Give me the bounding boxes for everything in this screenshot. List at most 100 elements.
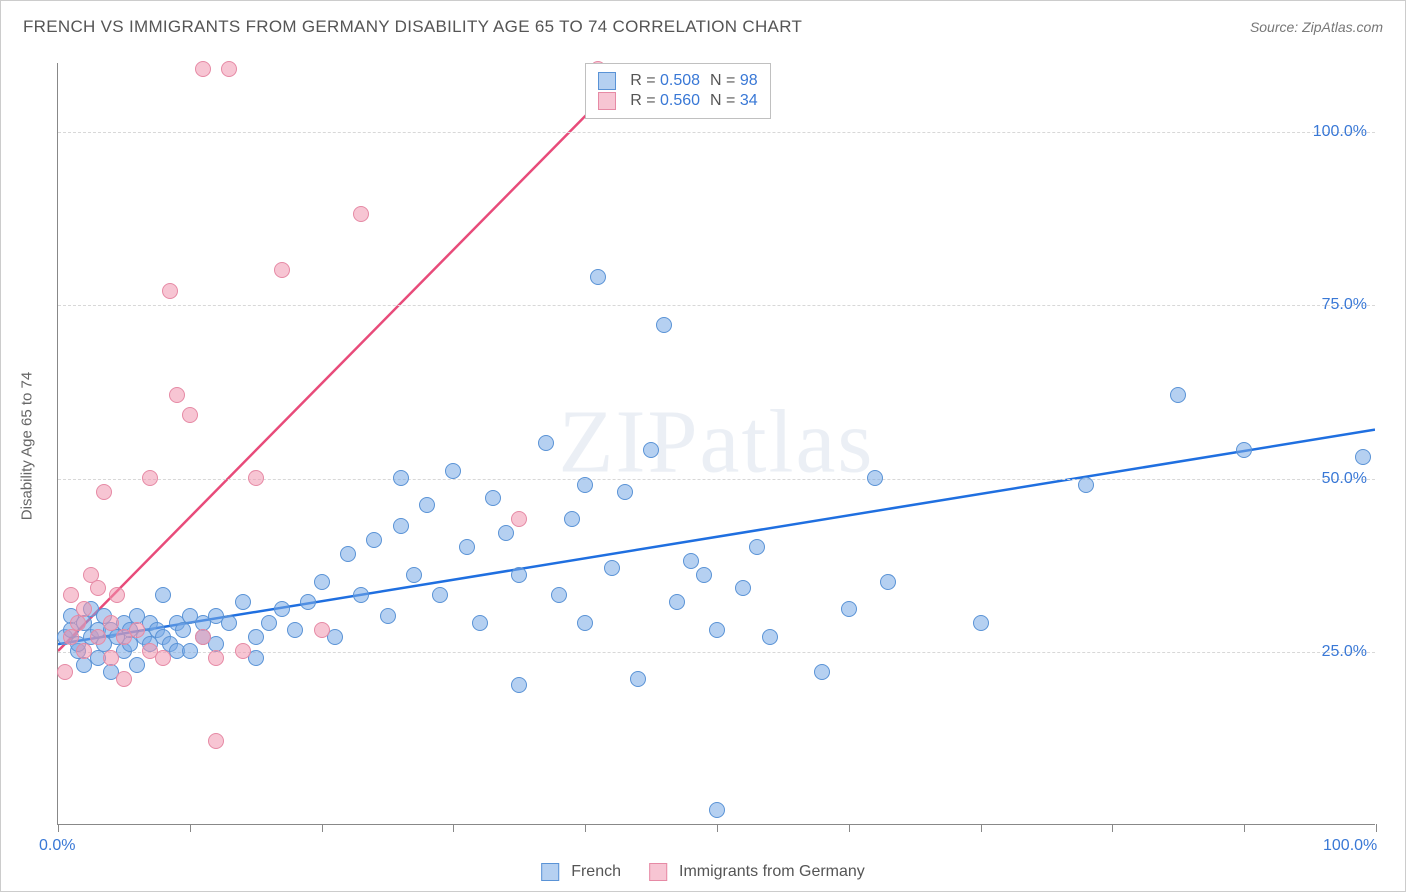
data-point [511,677,527,693]
data-point [314,622,330,638]
trend-lines-svg [58,63,1375,824]
data-point [76,643,92,659]
source-label: Source: ZipAtlas.com [1250,19,1383,35]
watermark-text: ZIPatlas [559,390,875,493]
data-point [90,629,106,645]
stat-n-label: N = 98 [710,72,758,90]
data-point [630,671,646,687]
legend-item: French [541,863,621,881]
data-point [867,470,883,486]
data-point [195,61,211,77]
stat-r-value: 0.560 [660,92,700,109]
data-point [109,587,125,603]
y-tick-label: 25.0% [1322,643,1367,661]
data-point [208,733,224,749]
data-point [577,615,593,631]
data-point [221,615,237,631]
data-point [643,442,659,458]
data-point [511,567,527,583]
data-point [195,629,211,645]
data-point [248,629,264,645]
stats-row: R = 0.560 N = 34 [598,92,757,110]
data-point [70,615,86,631]
data-point [1355,449,1371,465]
data-point [353,587,369,603]
data-point [103,650,119,666]
stats-row: R = 0.508N = 98 [598,72,757,90]
data-point [103,615,119,631]
data-point [1078,477,1094,493]
data-point [353,206,369,222]
data-point [406,567,422,583]
stat-n-label: N = 34 [710,92,758,110]
legend-label: French [571,863,621,881]
gridline [58,132,1375,133]
data-point [314,574,330,590]
data-point [221,61,237,77]
data-point [511,511,527,527]
x-tick [849,824,850,832]
data-point [155,650,171,666]
data-point [366,532,382,548]
data-point [287,622,303,638]
data-point [551,587,567,603]
data-point [590,269,606,285]
x-tick [1112,824,1113,832]
data-point [393,470,409,486]
data-point [564,511,580,527]
chart-title: FRENCH VS IMMIGRANTS FROM GERMANY DISABI… [23,17,802,37]
data-point [340,546,356,562]
data-point [617,484,633,500]
x-tick [1376,824,1377,832]
stat-r-label: R = 0.560 [630,92,700,110]
data-point [300,594,316,610]
data-point [577,477,593,493]
data-point [208,650,224,666]
stat-n-value: 34 [740,92,758,109]
data-point [749,539,765,555]
data-point [472,615,488,631]
x-tick [717,824,718,832]
x-tick [453,824,454,832]
data-point [182,407,198,423]
data-point [169,387,185,403]
data-point [419,497,435,513]
stats-box: R = 0.508N = 98R = 0.560N = 34 [585,63,770,119]
data-point [459,539,475,555]
data-point [669,594,685,610]
y-tick-label: 100.0% [1313,123,1367,141]
data-point [762,629,778,645]
x-tick [1244,824,1245,832]
data-point [1236,442,1252,458]
data-point [393,518,409,534]
data-point [709,802,725,818]
data-point [261,615,277,631]
data-point [96,484,112,500]
data-point [142,470,158,486]
data-point [1170,387,1186,403]
data-point [63,629,79,645]
legend-swatch [649,863,667,881]
data-point [709,622,725,638]
trend-line [58,63,637,651]
x-tick [981,824,982,832]
legend-swatch [541,863,559,881]
data-point [175,622,191,638]
data-point [432,587,448,603]
y-axis-label: Disability Age 65 to 74 [19,372,36,520]
data-point [129,622,145,638]
stat-n-value: 98 [740,72,758,89]
data-point [274,601,290,617]
y-tick-label: 75.0% [1322,296,1367,314]
x-tick [58,824,59,832]
legend-label: Immigrants from Germany [679,863,865,881]
gridline [58,305,1375,306]
data-point [380,608,396,624]
data-point [814,664,830,680]
data-point [116,671,132,687]
data-point [248,470,264,486]
legend-swatch [598,72,616,90]
stat-r-value: 0.508 [660,72,700,89]
legend-swatch [598,92,616,110]
x-tick-label: 0.0% [39,837,75,855]
